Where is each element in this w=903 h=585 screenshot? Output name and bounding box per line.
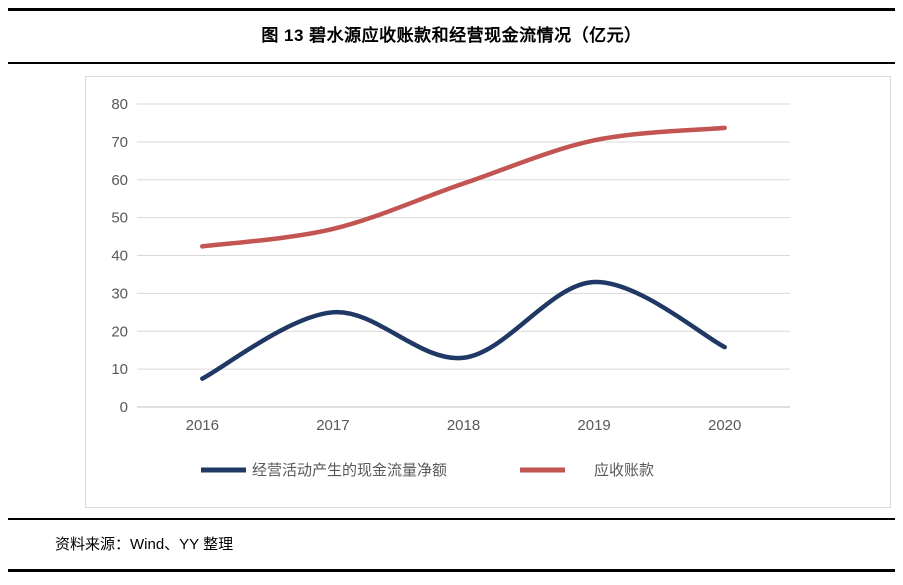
source-text: 资料来源：Wind、YY 整理: [55, 536, 234, 553]
series-line: [200, 125, 727, 249]
y-tick-label: 20: [111, 323, 128, 340]
x-tick-label: 2020: [708, 417, 741, 434]
title-divider-rule: [8, 62, 895, 64]
line-chart: 0 10 20 30 40 50 60 70 80 2016 2017 2018 2019 2020 经营活…: [111, 96, 790, 479]
y-tick-label: 10: [111, 361, 128, 378]
x-tick-label: 2017: [316, 417, 349, 434]
chart-divider-rule: [8, 518, 895, 520]
bottom-rule: [8, 569, 895, 572]
y-tick-label: 70: [111, 134, 128, 151]
figure-title: 图 13 碧水源应收账款和经营现金流情况（亿元）: [261, 26, 642, 45]
top-rule: [8, 8, 895, 11]
x-tick-label: 2018: [447, 417, 480, 434]
legend-label: 应收账款: [594, 461, 654, 479]
y-tick-label: 0: [120, 399, 128, 416]
y-tick-label: 50: [111, 210, 128, 227]
y-tick-label: 60: [111, 172, 128, 189]
series-line: [200, 279, 727, 381]
x-tick-label: 2016: [186, 417, 219, 434]
y-tick-label: 80: [111, 96, 128, 113]
chart-panel: 0 10 20 30 40 50 60 70 80 2016 2017 2018 2019 2020 经营活…: [85, 76, 891, 508]
x-tick-label: 2019: [577, 417, 610, 434]
y-tick-label: 30: [111, 285, 128, 302]
y-tick-label: 40: [111, 248, 128, 265]
legend-label: 经营活动产生的现金流量净额: [252, 462, 447, 479]
